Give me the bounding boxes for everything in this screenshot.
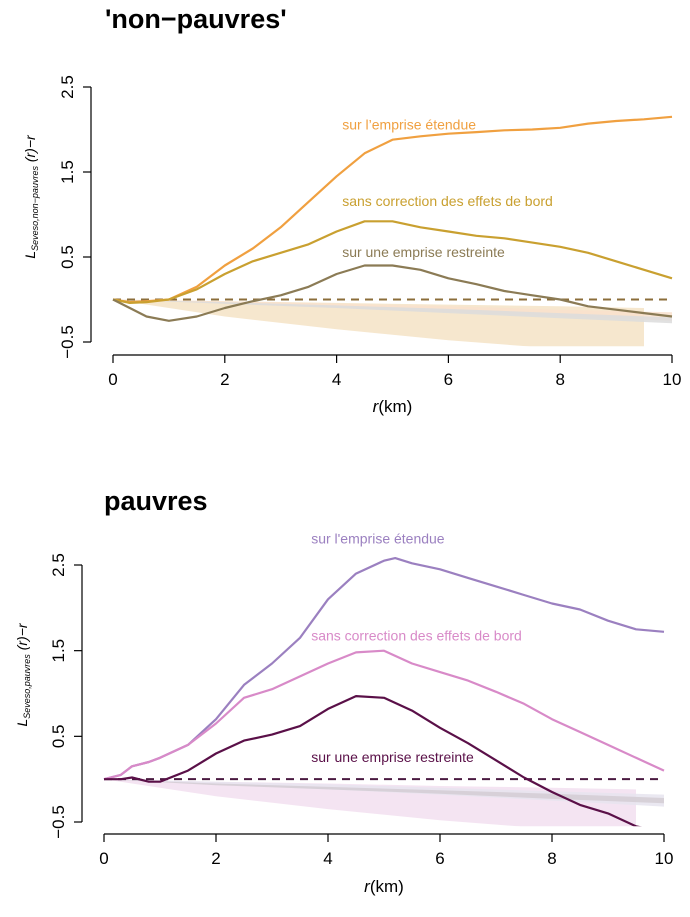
x-tick-label: 6: [435, 849, 444, 868]
series-line-1: [112, 220, 673, 304]
chart-title: 'non−pauvres': [105, 4, 287, 34]
x-tick-label: 2: [220, 370, 229, 389]
y-tick-label: 1.5: [58, 160, 77, 184]
series-line-2: [112, 264, 673, 322]
y-axis-label: LSeveso,pauvres (r)−r: [14, 622, 32, 726]
y-axis-label-rest: (r)−r: [22, 134, 38, 166]
y-axis-label-main: L: [14, 719, 30, 727]
series-annotation-0: sur l’emprise étendue: [342, 117, 476, 133]
simulation-envelope-2: [104, 779, 664, 804]
y-tick-label: −0.5: [49, 805, 68, 839]
x-tick-label: 4: [332, 370, 341, 389]
series-annotation-2: sur une emprise restreinte: [342, 244, 505, 260]
chart-panel-0: sur l’emprise étendue sans correction des…: [22, 4, 681, 416]
x-axis-unit: (km): [378, 397, 412, 416]
y-axis-label: LSeveso,non−pauvres (r)−r: [22, 134, 40, 259]
y-tick-label: 2.5: [49, 553, 68, 577]
x-tick-label: 0: [108, 370, 117, 389]
chart-title: pauvres: [104, 486, 208, 516]
x-axis-variable: r: [373, 397, 380, 416]
x-tick-label: 4: [323, 849, 332, 868]
y-tick-label: 2.5: [58, 75, 77, 99]
x-axis-label: r(km): [373, 397, 413, 416]
y-axis-label-subscript: Seveso,pauvres: [22, 654, 32, 719]
x-axis-variable: r: [364, 877, 371, 896]
x-tick-label: 2: [211, 849, 220, 868]
plot-area: [112, 115, 673, 347]
plot-area: [103, 556, 665, 827]
series-annotation-0: sur l'emprise étendue: [311, 531, 445, 547]
x-tick-label: 8: [555, 370, 564, 389]
series-line-0: [112, 115, 673, 304]
series-line-1: [103, 649, 665, 781]
y-tick-label: 1.5: [49, 639, 68, 663]
x-tick-label: 10: [655, 849, 674, 868]
y-tick-label: −0.5: [58, 325, 77, 359]
x-axis-unit: (km): [370, 877, 404, 896]
series-annotation-1: sans correction des effets de bord: [342, 193, 553, 209]
y-axis-label-main: L: [22, 251, 38, 259]
y-tick-label: 0.5: [58, 245, 77, 269]
x-tick-label: 6: [444, 370, 453, 389]
series-annotation-2: sur une emprise restreinte: [311, 749, 474, 765]
y-axis-label-subscript: Seveso,non−pauvres: [30, 166, 40, 251]
x-axis-label: r(km): [364, 877, 404, 896]
series-annotation-1: sans correction des effets de bord: [311, 627, 522, 643]
series-line-2: [104, 694, 642, 827]
x-tick-label: 0: [99, 849, 108, 868]
y-tick-label: 0.5: [49, 725, 68, 749]
chart-panel-1: sur l'emprise étendue sans correction des…: [14, 486, 673, 896]
x-tick-label: 10: [663, 370, 682, 389]
x-tick-label: 8: [547, 849, 556, 868]
y-axis-label-rest: (r)−r: [14, 622, 30, 654]
